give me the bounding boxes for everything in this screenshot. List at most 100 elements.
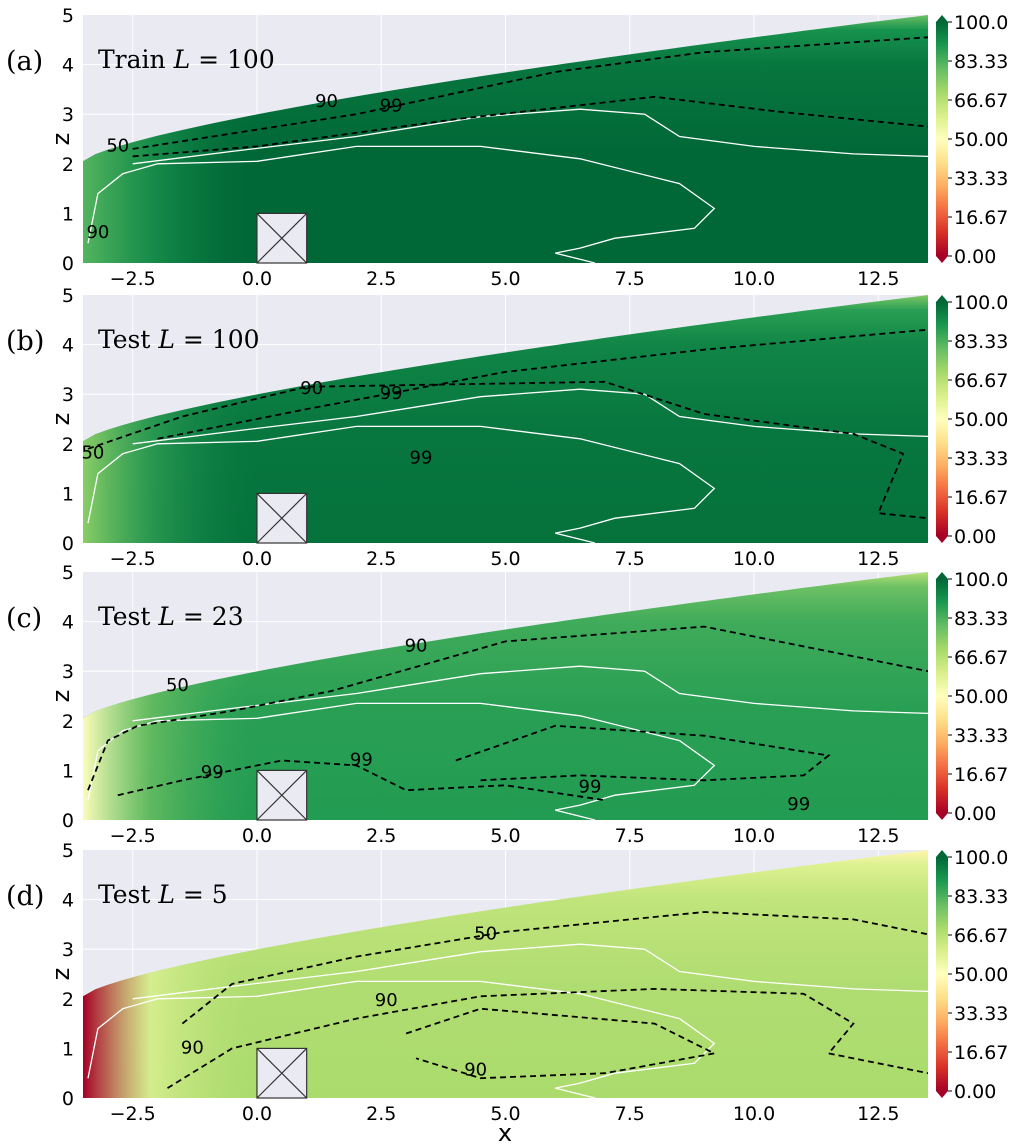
z-tick-label: 1	[62, 760, 74, 782]
contour-label: 99	[410, 448, 433, 469]
colorbar-tick-label: 33.33	[954, 1003, 1008, 1025]
colorbar-tick-label: 33.33	[954, 448, 1008, 470]
panel-4: 50 90 90 90 (d) Test L = 5 0 1 2 3 4 5 z −2.5 0.0 2.5 5.…	[6, 840, 1008, 1125]
z-tick-label: 4	[62, 55, 74, 77]
x-tick-label: 10.0	[733, 268, 775, 290]
z-tick-label: 2	[62, 434, 74, 456]
dashed-contour	[405, 1007, 718, 1080]
colorbar-tick-label: 100.0	[954, 292, 1008, 314]
colorbar-min-arrow	[936, 813, 948, 820]
colorbar	[936, 579, 948, 813]
x-tick-label: 5.0	[490, 825, 520, 847]
title-variable: L	[173, 45, 191, 74]
z-axis-label: z	[47, 968, 75, 981]
building-diagonal	[256, 212, 308, 264]
x-tick-label: 2.5	[366, 1103, 396, 1125]
title-prefix: Test	[98, 602, 158, 631]
reference-contour	[87, 425, 716, 543]
colorbar-tick-label: 50.00	[954, 964, 1008, 986]
colorbar-tick-label: 0.00	[954, 803, 996, 825]
contour-label: 99	[380, 96, 403, 117]
dashed-contour	[181, 911, 928, 1025]
dashed-contour	[167, 987, 928, 1089]
z-tick-label: 4	[62, 612, 74, 634]
colorbar-tick-label: 16.67	[954, 764, 1008, 786]
panel-letter: (b)	[6, 326, 44, 357]
x-tick-label: 5.0	[490, 268, 520, 290]
x-tick-label: 2.5	[366, 268, 396, 290]
z-tick-label: 1	[62, 203, 74, 225]
dashed-contour	[132, 36, 928, 150]
reference-contour	[87, 145, 716, 263]
panel-title: Test L = 5	[98, 880, 228, 909]
z-tick-label: 5	[62, 285, 74, 307]
z-tick-label: 5	[62, 562, 74, 584]
panel-title: Train L = 100	[98, 45, 275, 74]
colorbar-max-arrow	[936, 850, 948, 857]
panel-3: 50 90 99 99 99 99 (c) Test L = 23 0 1 2 3 4 5 z −2.5 0.0…	[6, 562, 1008, 847]
z-tick-label: 5	[62, 840, 74, 862]
x-tick-label: −2.5	[110, 548, 156, 570]
x-tick-label: 0.0	[242, 548, 272, 570]
contour-label: 99	[201, 762, 224, 783]
colorbar-tick-label: 83.33	[954, 886, 1008, 908]
reference-contour	[132, 388, 928, 445]
colorbar-tick-label: 33.33	[954, 168, 1008, 190]
building-diagonal	[256, 769, 308, 821]
contour-label: 90	[300, 378, 323, 399]
x-tick-label: 7.5	[615, 1103, 645, 1125]
panel-letter: (c)	[6, 603, 42, 634]
z-tick-label: 1	[62, 1038, 74, 1060]
panel-1: 50 90 99 90 (a) Train L = 100 0 1 2 3 4 5 z −2.5 0.0 2.…	[6, 5, 1008, 290]
contour-label: 50	[166, 675, 189, 696]
title-value: = 23	[175, 602, 244, 631]
x-tick-label: 2.5	[366, 825, 396, 847]
contour-label: 99	[787, 794, 810, 815]
contour-label: 90	[86, 222, 109, 243]
contour-label: 90	[405, 635, 428, 656]
contour-label: 90	[181, 1037, 204, 1058]
reference-contour	[132, 665, 928, 722]
dashed-contour	[87, 625, 928, 791]
reference-contour	[132, 108, 928, 165]
reference-contour	[132, 943, 928, 1000]
title-value: = 100	[175, 325, 260, 354]
z-tick-label: 2	[62, 154, 74, 176]
title-variable: L	[157, 325, 175, 354]
panel-letter: (a)	[6, 46, 43, 77]
colorbar	[936, 22, 948, 256]
x-tick-label: 5.0	[490, 1103, 520, 1125]
colorbar-tick-label: 33.33	[954, 725, 1008, 747]
z-axis-label: z	[47, 133, 75, 146]
colorbar-tick-label: 83.33	[954, 331, 1008, 353]
x-tick-label: 10.0	[733, 548, 775, 570]
colorbar-tick-label: 0.00	[954, 246, 996, 268]
x-tick-label: 7.5	[615, 268, 645, 290]
colorbar-tick-label: 66.67	[954, 925, 1008, 947]
contour-label: 99	[579, 777, 602, 798]
z-tick-label: 5	[62, 5, 74, 27]
z-axis-label: z	[47, 690, 75, 703]
contour-label: 90	[464, 1060, 487, 1081]
colorbar-tick-label: 100.0	[954, 569, 1008, 591]
dashed-contour	[132, 95, 928, 158]
colorbar-tick-label: 16.67	[954, 207, 1008, 229]
title-prefix: Test	[98, 880, 158, 909]
x-tick-label: 7.5	[615, 548, 645, 570]
x-tick-label: 12.5	[857, 1103, 899, 1125]
z-tick-label: 3	[62, 104, 74, 126]
x-tick-label: −2.5	[110, 825, 156, 847]
z-tick-label: 4	[62, 890, 74, 912]
title-prefix: Train	[98, 45, 174, 74]
z-tick-label: 4	[62, 335, 74, 357]
z-tick-label: 3	[62, 661, 74, 683]
x-tick-label: −2.5	[110, 268, 156, 290]
x-axis-label: x	[498, 1119, 512, 1147]
colorbar-tick-label: 50.00	[954, 409, 1008, 431]
title-variable: L	[157, 602, 175, 631]
panel-2: 90 99 99 50 (b) Test L = 100 0 1 2 3 4 5 z −2.5 0.0 2.5…	[6, 285, 1008, 570]
colorbar-tick-label: 50.00	[954, 129, 1008, 151]
x-tick-label: 0.0	[242, 1103, 272, 1125]
colorbar	[936, 302, 948, 536]
